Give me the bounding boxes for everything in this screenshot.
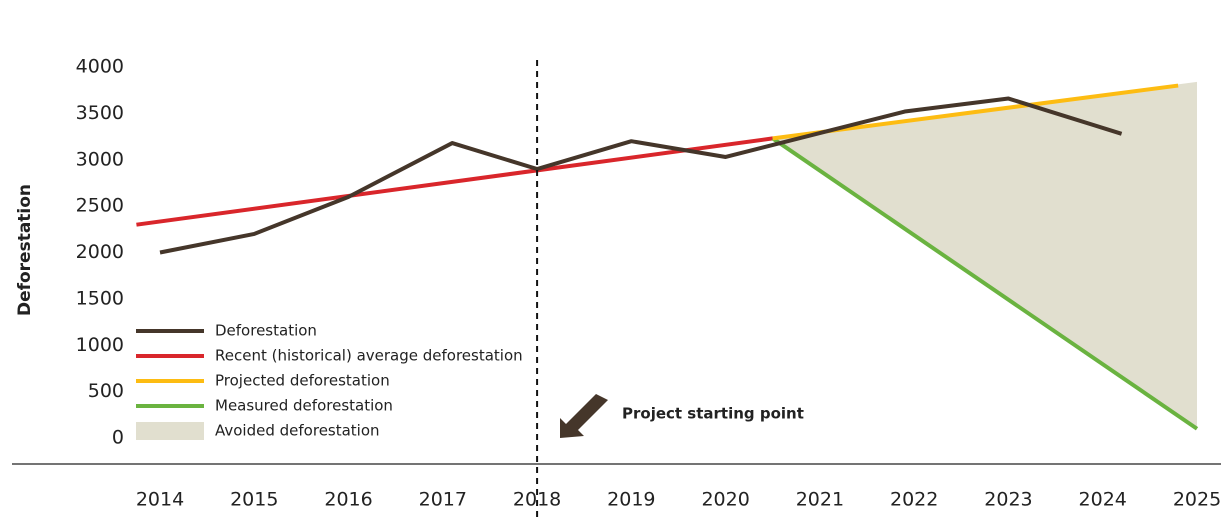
legend-label: Deforestation — [215, 322, 317, 340]
legend-swatch — [136, 422, 204, 440]
legend-label: Avoided deforestation — [215, 422, 380, 440]
legend-label: Measured deforestation — [215, 397, 393, 415]
y-tick-label: 1000 — [76, 334, 124, 356]
y-tick-label: 500 — [88, 380, 124, 402]
x-tick-label: 2021 — [796, 489, 844, 511]
x-tick-label: 2019 — [607, 489, 655, 511]
x-tick-label: 2014 — [136, 489, 184, 511]
y-tick-label: 0 — [112, 427, 124, 449]
x-tick-label: 2025 — [1173, 489, 1221, 511]
y-tick-label: 4000 — [76, 56, 124, 78]
x-tick-label: 2024 — [1079, 489, 1127, 511]
y-tick-label: 3000 — [76, 148, 124, 170]
y-tick-label: 1500 — [76, 287, 124, 309]
y-tick-label: 2000 — [76, 241, 124, 263]
x-tick-label: 2020 — [701, 489, 749, 511]
avoided-area — [772, 81, 1197, 429]
x-tick-label: 2015 — [230, 489, 278, 511]
annotation: Project starting point — [622, 405, 804, 423]
legend-label: Recent (historical) average deforestatio… — [215, 347, 523, 365]
x-tick-label: 2017 — [419, 489, 467, 511]
y-tick-label: 2500 — [76, 195, 124, 217]
x-tick-label: 2022 — [890, 489, 938, 511]
series-line — [159, 96, 1123, 255]
series-line — [136, 136, 774, 227]
x-tick-label: 2016 — [324, 489, 372, 511]
series-line — [771, 136, 1199, 431]
legend-label: Projected deforestation — [215, 372, 390, 390]
arrow — [560, 390, 608, 438]
x-tick-label: 2023 — [984, 489, 1032, 511]
y-axis-label: Deforestation — [15, 184, 35, 316]
y-tick-label: 3500 — [76, 102, 124, 124]
x-tick-label: 2018 — [513, 489, 561, 511]
